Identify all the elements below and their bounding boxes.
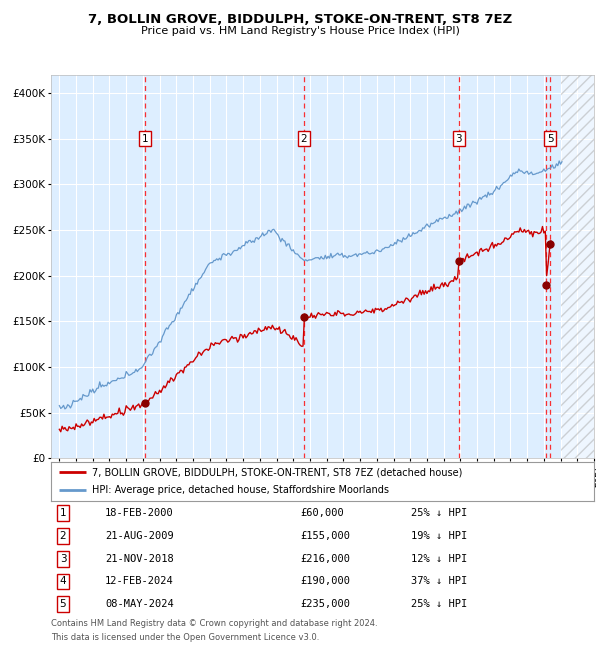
Text: HPI: Average price, detached house, Staffordshire Moorlands: HPI: Average price, detached house, Staf…	[92, 485, 389, 495]
Text: £235,000: £235,000	[300, 599, 350, 609]
Bar	[560, 75, 600, 458]
Text: 21-AUG-2009: 21-AUG-2009	[105, 531, 174, 541]
Text: £190,000: £190,000	[300, 577, 350, 586]
Text: Contains HM Land Registry data © Crown copyright and database right 2024.: Contains HM Land Registry data © Crown c…	[51, 619, 377, 628]
Text: 12% ↓ HPI: 12% ↓ HPI	[411, 554, 467, 564]
Text: £60,000: £60,000	[300, 508, 344, 518]
Text: 2: 2	[301, 134, 307, 144]
Text: 4: 4	[59, 577, 67, 586]
Text: Price paid vs. HM Land Registry's House Price Index (HPI): Price paid vs. HM Land Registry's House …	[140, 26, 460, 36]
Text: 1: 1	[59, 508, 67, 518]
Text: 25% ↓ HPI: 25% ↓ HPI	[411, 599, 467, 609]
Text: 3: 3	[59, 554, 67, 564]
Text: 19% ↓ HPI: 19% ↓ HPI	[411, 531, 467, 541]
Text: 5: 5	[59, 599, 67, 609]
Text: 18-FEB-2000: 18-FEB-2000	[105, 508, 174, 518]
Text: 7, BOLLIN GROVE, BIDDULPH, STOKE-ON-TRENT, ST8 7EZ (detached house): 7, BOLLIN GROVE, BIDDULPH, STOKE-ON-TREN…	[92, 467, 462, 477]
Text: 7, BOLLIN GROVE, BIDDULPH, STOKE-ON-TRENT, ST8 7EZ: 7, BOLLIN GROVE, BIDDULPH, STOKE-ON-TREN…	[88, 13, 512, 26]
Bar	[560, 75, 600, 458]
Text: 5: 5	[547, 134, 553, 144]
Text: 25% ↓ HPI: 25% ↓ HPI	[411, 508, 467, 518]
Text: 08-MAY-2024: 08-MAY-2024	[105, 599, 174, 609]
Text: 21-NOV-2018: 21-NOV-2018	[105, 554, 174, 564]
Text: 3: 3	[455, 134, 462, 144]
Text: 1: 1	[142, 134, 148, 144]
Text: £155,000: £155,000	[300, 531, 350, 541]
Text: 2: 2	[59, 531, 67, 541]
Text: 37% ↓ HPI: 37% ↓ HPI	[411, 577, 467, 586]
Text: This data is licensed under the Open Government Licence v3.0.: This data is licensed under the Open Gov…	[51, 633, 319, 642]
Text: 12-FEB-2024: 12-FEB-2024	[105, 577, 174, 586]
Text: £216,000: £216,000	[300, 554, 350, 564]
